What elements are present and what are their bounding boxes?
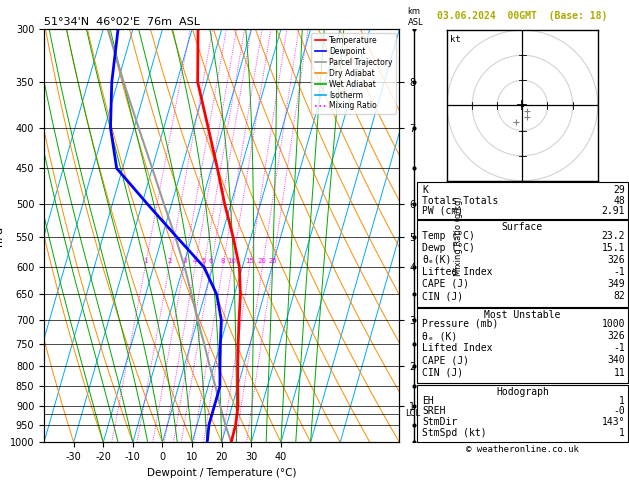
Text: 23.2: 23.2: [602, 231, 625, 241]
Text: Lifted Index: Lifted Index: [422, 267, 493, 277]
Text: Lifted Index: Lifted Index: [422, 343, 493, 353]
Text: 48: 48: [613, 195, 625, 206]
Text: 326: 326: [608, 255, 625, 265]
Text: -1: -1: [613, 267, 625, 277]
Text: 143°: 143°: [602, 417, 625, 427]
Text: Dewp (°C): Dewp (°C): [422, 243, 475, 253]
Text: Temp (°C): Temp (°C): [422, 231, 475, 241]
Text: 29: 29: [613, 185, 625, 195]
Text: K: K: [422, 185, 428, 195]
Text: Surface: Surface: [502, 222, 543, 232]
Legend: Temperature, Dewpoint, Parcel Trajectory, Dry Adiabat, Wet Adiabat, Isotherm, Mi: Temperature, Dewpoint, Parcel Trajectory…: [311, 33, 396, 114]
Text: 11: 11: [613, 367, 625, 378]
Text: 1: 1: [620, 396, 625, 406]
Text: LCL: LCL: [404, 409, 420, 418]
Text: -1: -1: [613, 343, 625, 353]
Text: 326: 326: [608, 331, 625, 341]
Text: 6: 6: [209, 258, 213, 264]
Text: 340: 340: [608, 355, 625, 365]
Text: 25: 25: [268, 258, 277, 264]
Text: Totals Totals: Totals Totals: [422, 195, 498, 206]
Text: km
ASL: km ASL: [408, 7, 423, 27]
Text: 82: 82: [613, 291, 625, 301]
Text: © weatheronline.co.uk: © weatheronline.co.uk: [466, 445, 579, 454]
Text: 1: 1: [620, 428, 625, 438]
Text: 1000: 1000: [602, 319, 625, 329]
Text: 15: 15: [245, 258, 254, 264]
Text: kt: kt: [450, 35, 461, 44]
Text: 1: 1: [143, 258, 148, 264]
Text: 10: 10: [228, 258, 237, 264]
X-axis label: Dewpoint / Temperature (°C): Dewpoint / Temperature (°C): [147, 468, 296, 478]
Text: 3: 3: [182, 258, 187, 264]
Text: Pressure (mb): Pressure (mb): [422, 319, 498, 329]
Text: 8: 8: [221, 258, 225, 264]
Y-axis label: hPa: hPa: [0, 226, 4, 246]
Text: StmDir: StmDir: [422, 417, 457, 427]
Text: 5: 5: [202, 258, 206, 264]
Text: Hodograph: Hodograph: [496, 387, 549, 397]
Y-axis label: Mixing Ratio (g/kg): Mixing Ratio (g/kg): [454, 196, 464, 276]
Text: CAPE (J): CAPE (J): [422, 279, 469, 289]
Text: 51°34'N  46°02'E  76m  ASL: 51°34'N 46°02'E 76m ASL: [44, 17, 200, 27]
Text: θₑ (K): θₑ (K): [422, 331, 457, 341]
Text: CIN (J): CIN (J): [422, 367, 463, 378]
Text: -0: -0: [613, 406, 625, 417]
Text: CIN (J): CIN (J): [422, 291, 463, 301]
Text: EH: EH: [422, 396, 434, 406]
Text: 2: 2: [167, 258, 172, 264]
Text: 349: 349: [608, 279, 625, 289]
Text: 03.06.2024  00GMT  (Base: 18): 03.06.2024 00GMT (Base: 18): [437, 11, 608, 21]
Text: 4: 4: [193, 258, 198, 264]
Text: StmSpd (kt): StmSpd (kt): [422, 428, 487, 438]
Text: 20: 20: [258, 258, 267, 264]
Text: θₑ(K): θₑ(K): [422, 255, 452, 265]
Text: SREH: SREH: [422, 406, 445, 417]
Text: Most Unstable: Most Unstable: [484, 310, 560, 320]
Text: CAPE (J): CAPE (J): [422, 355, 469, 365]
Text: 2.91: 2.91: [602, 206, 625, 216]
Text: PW (cm): PW (cm): [422, 206, 463, 216]
Text: 15.1: 15.1: [602, 243, 625, 253]
